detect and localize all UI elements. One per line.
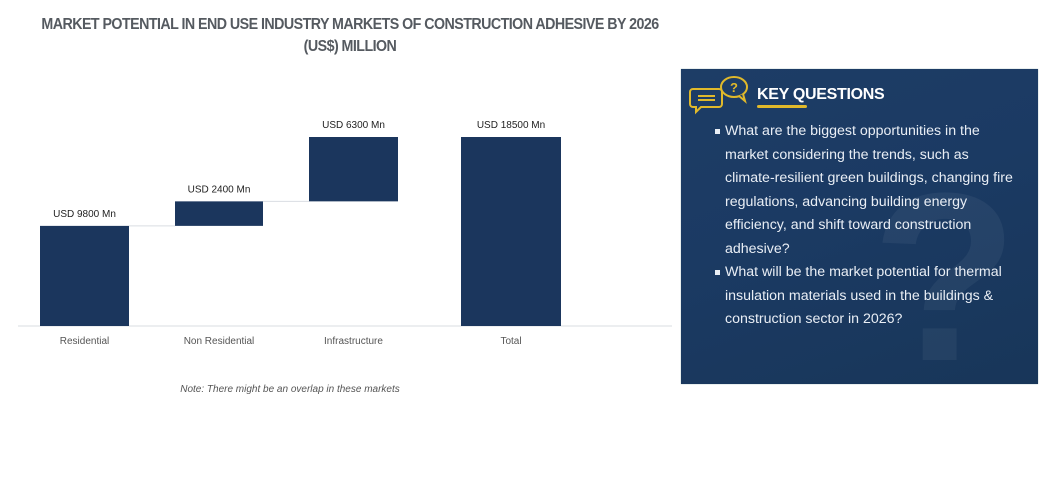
x-tick-label: Total (500, 336, 521, 347)
x-tick-label: Non Residential (184, 336, 255, 347)
svg-text:?: ? (730, 80, 738, 95)
chat-question-icon: ? (689, 76, 748, 115)
question-text: What will be the market potential for th… (725, 264, 1002, 327)
x-tick-label: Residential (60, 336, 109, 347)
question-item: What are the biggest opportunities in th… (715, 120, 1015, 261)
data-label: USD 9800 Mn (53, 209, 116, 220)
key-questions-list: What are the biggest opportunities in th… (715, 120, 1015, 332)
chart-note: Note: There might be an overlap in these… (180, 384, 400, 395)
bar-non-residential (175, 201, 263, 226)
data-label: USD 18500 Mn (477, 120, 545, 131)
key-questions-panel: ? ? KEY QUESTIONS What are the biggest o… (681, 69, 1038, 384)
bullet-icon (715, 129, 720, 134)
x-tick-label: Infrastructure (324, 336, 383, 347)
question-text: What are the biggest opportunities in th… (725, 123, 1013, 257)
waterfall-chart: USD 9800 Mn USD 2400 Mn USD 6300 Mn USD 185… (18, 120, 672, 347)
bar-total (461, 137, 561, 326)
key-questions-header: ? KEY QUESTIONS (689, 75, 885, 115)
bar-infrastructure (309, 137, 398, 202)
data-label: USD 2400 Mn (188, 184, 251, 195)
key-questions-title: KEY QUESTIONS (757, 86, 885, 108)
data-label: USD 6300 Mn (322, 120, 385, 131)
bullet-icon (715, 270, 720, 275)
chart-title: MARKET POTENTIAL IN END USE INDUSTRY MAR… (41, 16, 659, 55)
bar-residential (40, 225, 129, 326)
question-item: What will be the market potential for th… (715, 261, 1015, 332)
background-question-mark: ? (871, 143, 1018, 384)
